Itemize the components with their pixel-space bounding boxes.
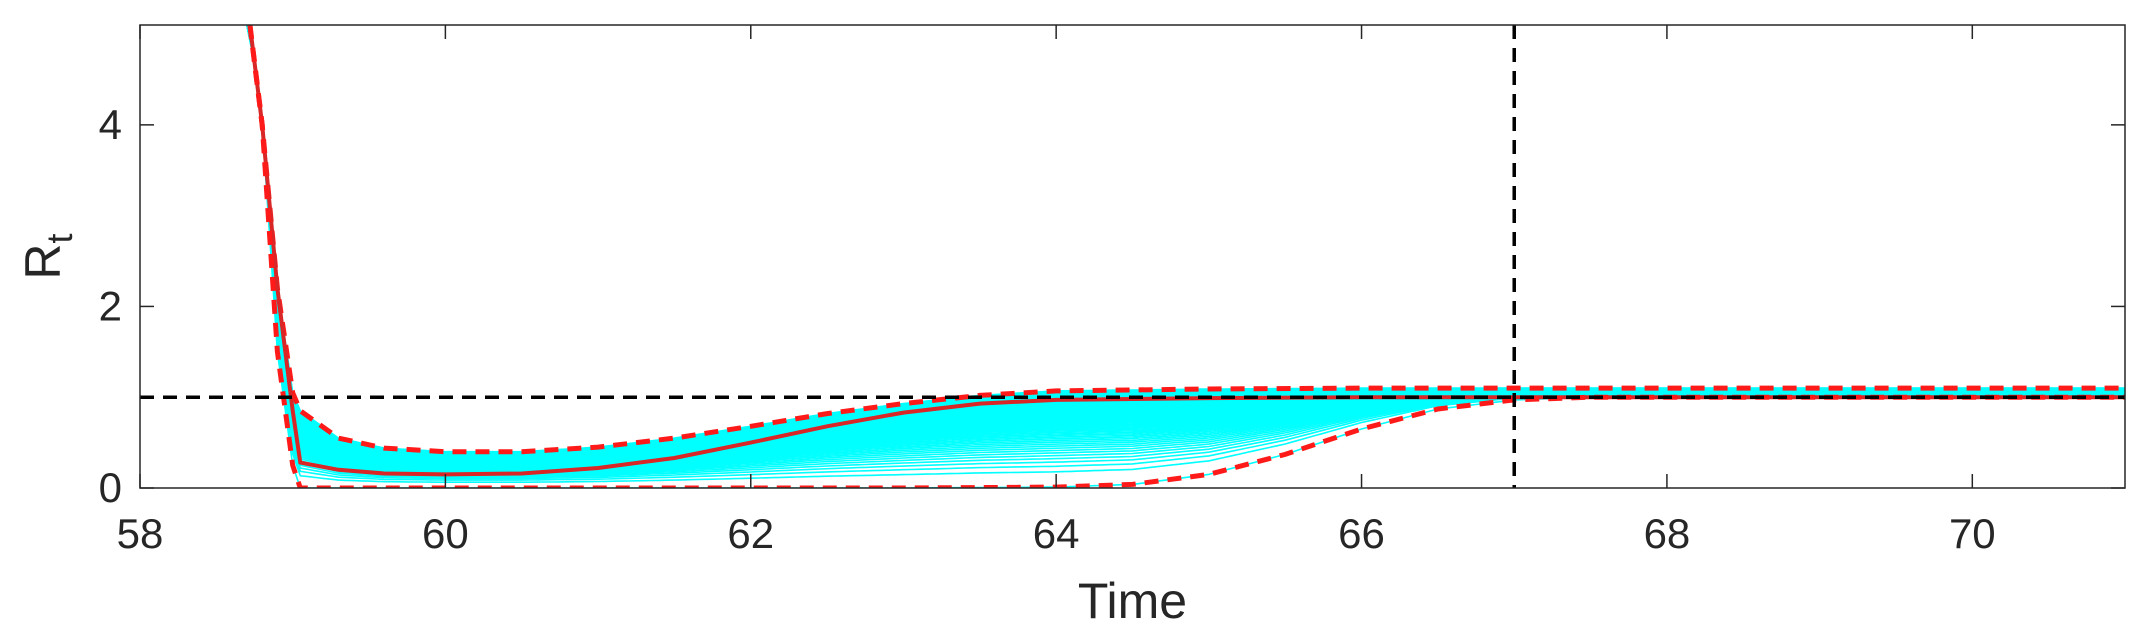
upper-bound-line <box>247 25 2125 455</box>
x-tick-label: 58 <box>117 510 164 557</box>
y-tick-label: 4 <box>99 101 122 148</box>
x-axis-label: Time <box>1078 573 1187 629</box>
ticks: 58 60 62 64 66 68 70 0 2 4 <box>99 25 2125 557</box>
y-tick-label: 2 <box>99 282 122 329</box>
x-tick-label: 60 <box>422 510 469 557</box>
y-axis-label: Rt <box>15 233 80 279</box>
mean-line <box>247 25 2125 477</box>
plot-area <box>139 24 2126 489</box>
reference-lines <box>140 25 2125 488</box>
x-tick-label: 70 <box>1949 510 1996 557</box>
y-axis-label-main: R <box>15 243 71 279</box>
x-tick-label: 62 <box>727 510 774 557</box>
y-tick-label: 0 <box>99 464 122 511</box>
axes-box <box>139 24 2126 489</box>
x-tick-label: 66 <box>1338 510 1385 557</box>
y-axis-label-subscript: t <box>39 233 80 243</box>
ensemble-lines <box>246 25 2125 488</box>
x-tick-label: 68 <box>1644 510 1691 557</box>
x-tick-label: 64 <box>1033 510 1080 557</box>
